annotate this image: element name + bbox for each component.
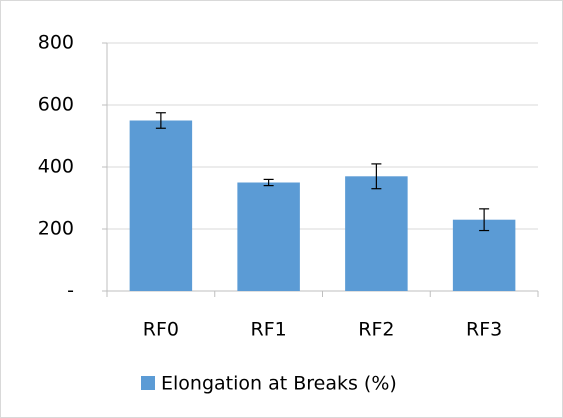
y-tick-label: 800 [38, 32, 74, 54]
y-tick-label: - [67, 280, 74, 302]
x-tick-label: RF0 [143, 319, 179, 341]
y-tick-label: 400 [38, 156, 74, 178]
bar [129, 120, 193, 291]
bar [237, 182, 300, 291]
legend-swatch [141, 376, 155, 390]
legend-label: Elongation at Breaks (%) [161, 373, 397, 395]
bar [452, 219, 516, 291]
y-tick-label: 600 [38, 94, 74, 116]
error-bar [371, 163, 382, 190]
error-bar [479, 208, 490, 232]
bar [345, 176, 408, 291]
error-bar [155, 112, 166, 129]
y-tick-label: 200 [38, 218, 74, 240]
x-tick-label: RF3 [466, 319, 502, 341]
x-tick-label: RF1 [251, 319, 287, 341]
x-tick-label: RF2 [358, 319, 394, 341]
error-bar [263, 178, 274, 187]
